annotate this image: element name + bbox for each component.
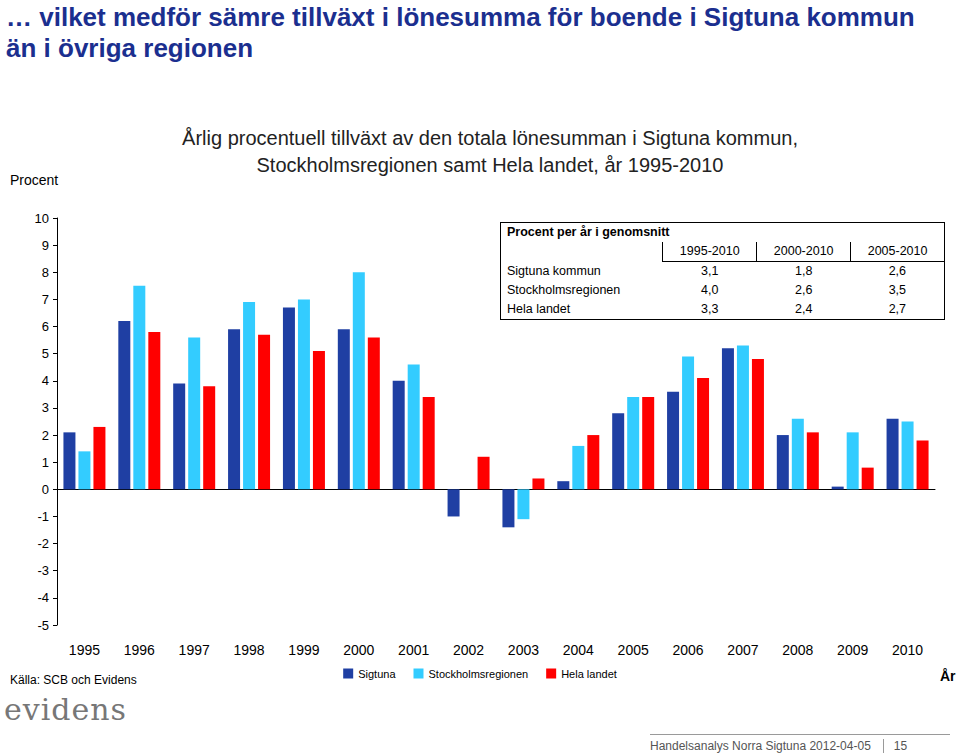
svg-text:-4: -4 bbox=[37, 590, 49, 605]
svg-text:2008: 2008 bbox=[782, 642, 813, 658]
svg-text:2003: 2003 bbox=[508, 642, 539, 658]
svg-text:Stockholmsregionen: Stockholmsregionen bbox=[428, 668, 528, 680]
svg-text:1: 1 bbox=[42, 455, 49, 470]
html-text:Stockholmsregionen: Stockholmsregionen bbox=[507, 283, 621, 297]
svg-text:4: 4 bbox=[42, 373, 49, 388]
html-text:2,6: 2,6 bbox=[795, 283, 813, 297]
svg-text:5: 5 bbox=[42, 346, 49, 361]
svg-text:3: 3 bbox=[42, 400, 49, 415]
html-text:3,5: 3,5 bbox=[888, 283, 906, 297]
svg-text:10: 10 bbox=[35, 211, 49, 226]
html-text:3,1: 3,1 bbox=[701, 264, 719, 278]
html-text:2000-2010: 2000-2010 bbox=[773, 244, 834, 258]
svg-text:Hela landet: Hela landet bbox=[561, 668, 617, 680]
svg-text:2007: 2007 bbox=[727, 642, 758, 658]
svg-text:2005: 2005 bbox=[618, 642, 649, 658]
html-text:Procent: Procent bbox=[10, 172, 59, 188]
html-text:Hela landet: Hela landet bbox=[507, 302, 571, 316]
html-text:2005-2010: 2005-2010 bbox=[867, 244, 928, 258]
svg-text:1996: 1996 bbox=[124, 642, 155, 658]
html-text:3,3: 3,3 bbox=[701, 302, 719, 316]
svg-text:2004: 2004 bbox=[563, 642, 594, 658]
html-text:Årlig procentuell tillväxt av: Årlig procentuell tillväxt av den totala… bbox=[182, 127, 798, 176]
html-text:evidens: evidens bbox=[4, 692, 127, 727]
svg-text:2001: 2001 bbox=[398, 642, 429, 658]
svg-text:2009: 2009 bbox=[837, 642, 868, 658]
html-text:1995-2010: 1995-2010 bbox=[679, 244, 740, 258]
svg-text:Sigtuna: Sigtuna bbox=[358, 668, 396, 680]
svg-text:-1: -1 bbox=[37, 509, 49, 524]
svg-text:2010: 2010 bbox=[892, 642, 923, 658]
html-text:15: 15 bbox=[893, 739, 908, 753]
html-text:2,4: 2,4 bbox=[795, 302, 813, 316]
svg-text:2002: 2002 bbox=[453, 642, 484, 658]
html-text:1,8: 1,8 bbox=[795, 264, 813, 278]
html-text:2,7: 2,7 bbox=[888, 302, 906, 316]
svg-text:1997: 1997 bbox=[179, 642, 210, 658]
svg-text:-5: -5 bbox=[37, 618, 49, 633]
html-text:Källa: SCB och Evidens: Källa: SCB och Evidens bbox=[10, 673, 137, 687]
svg-text:2006: 2006 bbox=[672, 642, 703, 658]
html-text:Procent per år i genomsnitt: Procent per år i genomsnitt bbox=[507, 225, 670, 239]
svg-text:1995: 1995 bbox=[69, 642, 100, 658]
svg-text:6: 6 bbox=[42, 319, 49, 334]
html-text:2,6: 2,6 bbox=[888, 264, 906, 278]
html-text:Sigtuna kommun: Sigtuna kommun bbox=[507, 263, 601, 278]
html-text:4,0: 4,0 bbox=[701, 283, 719, 297]
html-text:Handelsanalys Norra Sigtuna 20: Handelsanalys Norra Sigtuna 2012-04-05 bbox=[650, 739, 871, 753]
svg-text:7: 7 bbox=[42, 292, 49, 307]
svg-text:-2: -2 bbox=[37, 536, 49, 551]
svg-text:0: 0 bbox=[42, 482, 49, 497]
svg-text:8: 8 bbox=[42, 265, 49, 280]
svg-text:9: 9 bbox=[42, 238, 49, 253]
svg-text:2: 2 bbox=[42, 428, 49, 443]
svg-text:2000: 2000 bbox=[343, 642, 374, 658]
svg-text:-3: -3 bbox=[37, 563, 49, 578]
html-text:… vilket medför sämre tillväxt: … vilket medför sämre tillväxt i lönesum… bbox=[6, 2, 915, 63]
html-text:År: År bbox=[940, 668, 956, 684]
svg-text:1999: 1999 bbox=[288, 642, 319, 658]
svg-text:1998: 1998 bbox=[233, 642, 264, 658]
